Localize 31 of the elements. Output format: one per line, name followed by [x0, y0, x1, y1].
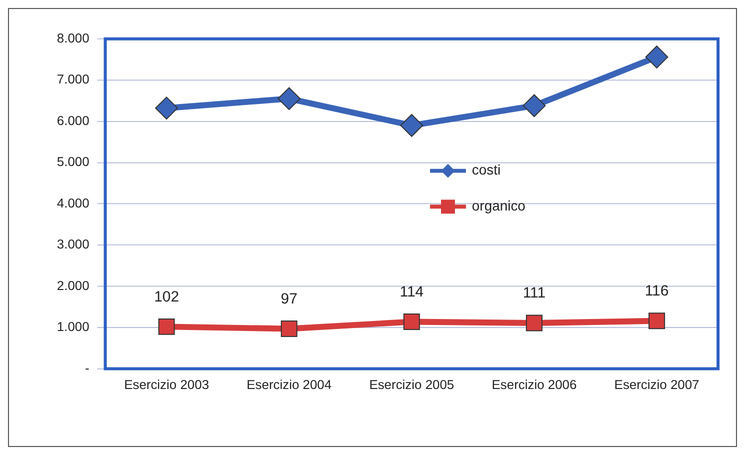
x-tick-label: Esercizio 2005 [369, 377, 454, 392]
annotation: 102 [154, 288, 180, 306]
point [158, 318, 175, 335]
point [648, 312, 666, 330]
y-tick-label: 8.000 [56, 30, 90, 46]
y-tick-label: 2.000 [56, 278, 90, 293]
x-tick-label: Esercizio 2003 [124, 377, 210, 392]
x-tick-label: Esercizio 2004 [246, 377, 332, 392]
point [645, 46, 668, 68]
point [522, 94, 546, 118]
x-tick-label: Esercizio 2007 [614, 377, 700, 392]
y-tick-label: 1.000 [56, 319, 90, 334]
y-tick-label: 7.000 [56, 72, 90, 87]
y-tick-label: 6.000 [56, 112, 90, 128]
legend-label: costi [472, 162, 501, 178]
point [280, 320, 298, 337]
y-tick-label: 3.000 [56, 236, 90, 252]
legend-label: organico [472, 198, 526, 214]
y-tick-label: 4.000 [56, 195, 90, 210]
y-tick-label: - [84, 360, 90, 376]
annotation: 111 [522, 284, 546, 302]
point [400, 114, 424, 137]
point [403, 314, 420, 330]
point [526, 314, 542, 332]
annotation: 114 [400, 284, 424, 300]
x-tick-label: Esercizio 2006 [492, 377, 577, 392]
point [278, 87, 301, 110]
point [155, 96, 178, 120]
y-tick-label: 5.000 [56, 154, 90, 170]
annotation: 116 [644, 282, 669, 300]
annotation: 97 [280, 290, 298, 308]
